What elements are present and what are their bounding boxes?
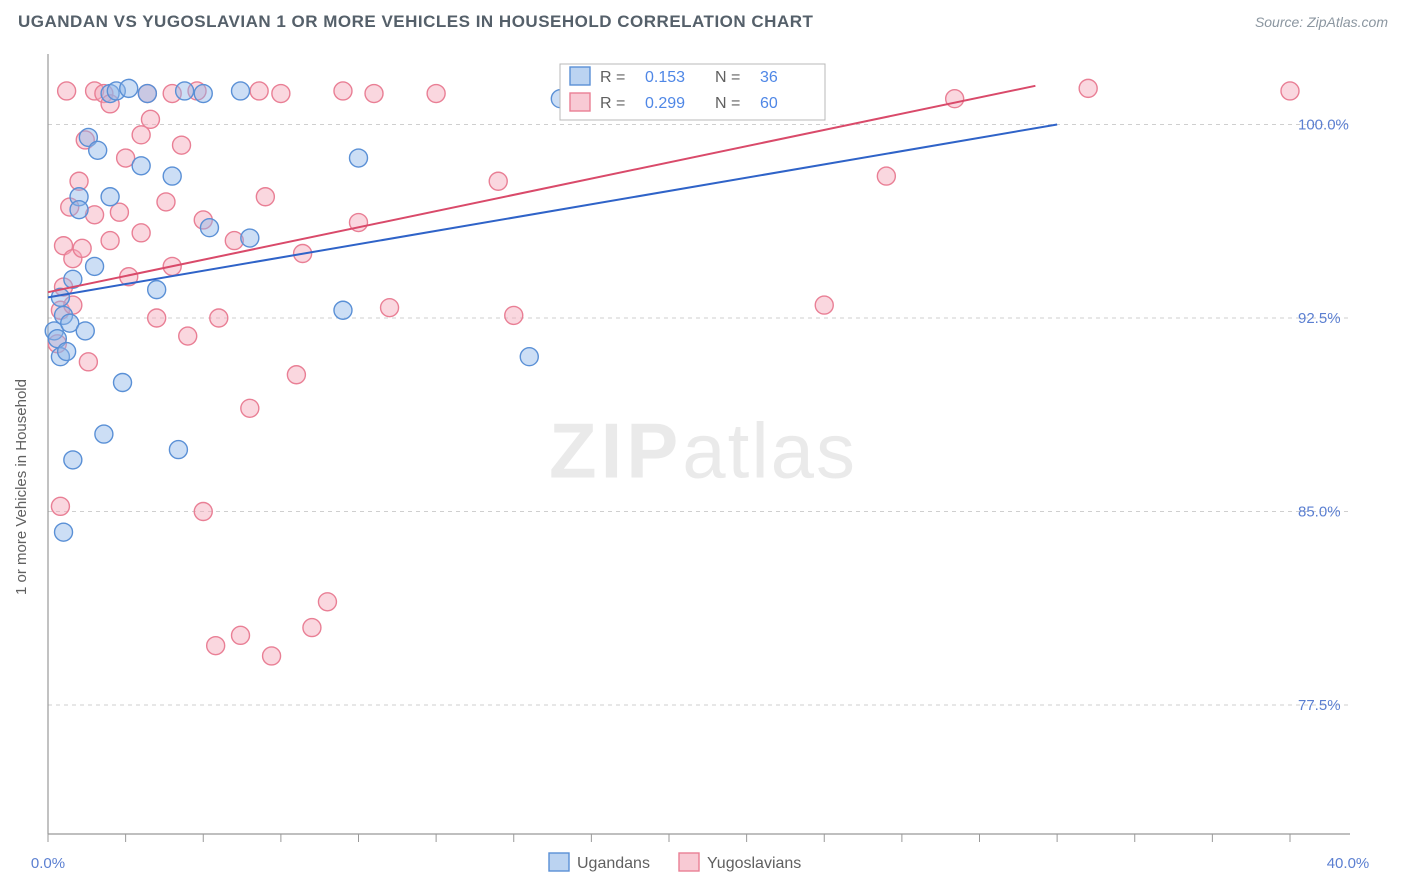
scatter-point: [1079, 79, 1097, 97]
scatter-point: [179, 327, 197, 345]
chart-title: UGANDAN VS YUGOSLAVIAN 1 OR MORE VEHICLE…: [18, 12, 813, 32]
scatter-point: [334, 301, 352, 319]
scatter-point: [79, 353, 97, 371]
scatter-point: [241, 399, 259, 417]
scatter-point: [194, 503, 212, 521]
y-axis-title: 1 or more Vehicles in Household: [13, 379, 30, 595]
scatter-point: [318, 593, 336, 611]
scatter-point: [194, 85, 212, 103]
scatter-point: [232, 82, 250, 100]
plot-container: 77.5% 85.0% 92.5% 100.0% 0.0% 40.0% 1 or more …: [0, 44, 1406, 892]
scatter-point: [86, 257, 104, 275]
y-tick-label: 92.5%: [1298, 310, 1341, 327]
scatter-point: [73, 239, 91, 257]
legend-text: N =: [715, 69, 740, 86]
scatter-point: [157, 193, 175, 211]
scatter-point: [132, 224, 150, 242]
scatter-point: [520, 348, 538, 366]
scatter-point: [1281, 82, 1299, 100]
scatter-point: [207, 637, 225, 655]
scatter-point: [256, 188, 274, 206]
scatter-point: [163, 167, 181, 185]
scatter-plot: 77.5% 85.0% 92.5% 100.0% 0.0% 40.0% 1 or more …: [0, 44, 1406, 892]
scatter-point: [138, 85, 156, 103]
scatter-point: [70, 201, 88, 219]
scatter-point: [200, 219, 218, 237]
scatter-point: [350, 149, 368, 167]
scatter-point: [101, 232, 119, 250]
legend-text: R =: [600, 95, 625, 112]
chart-source: Source: ZipAtlas.com: [1255, 14, 1388, 30]
scatter-point: [232, 626, 250, 644]
legend-text: R =: [600, 69, 625, 86]
trend-line: [48, 125, 1057, 298]
scatter-point: [173, 136, 191, 154]
chart-header: UGANDAN VS YUGOSLAVIAN 1 OR MORE VEHICLE…: [0, 0, 1406, 44]
scatter-point: [89, 141, 107, 159]
scatter-point: [381, 299, 399, 317]
y-tick-label: 85.0%: [1298, 504, 1341, 521]
scatter-point: [815, 296, 833, 314]
bottom-legend-label: Ugandans: [577, 855, 650, 872]
scatter-point: [58, 343, 76, 361]
legend-text: N =: [715, 95, 740, 112]
x-tick-label: 40.0%: [1327, 855, 1370, 872]
trend-line: [48, 86, 1035, 292]
x-tick-label: 0.0%: [31, 855, 65, 872]
legend-text: 36: [760, 69, 778, 86]
scatter-point: [272, 85, 290, 103]
legend-text: 0.299: [645, 95, 685, 112]
scatter-point: [114, 374, 132, 392]
y-tick-label: 100.0%: [1298, 117, 1349, 134]
scatter-point: [51, 497, 69, 515]
scatter-point: [64, 451, 82, 469]
bottom-legend-swatch: [549, 853, 569, 871]
legend-text: 60: [760, 95, 778, 112]
legend-text: 0.153: [645, 69, 685, 86]
bottom-legend-swatch: [679, 853, 699, 871]
scatter-point: [287, 366, 305, 384]
scatter-point: [55, 523, 73, 541]
scatter-point: [132, 157, 150, 175]
scatter-point: [101, 188, 119, 206]
bottom-legend-label: Yugoslavians: [707, 855, 801, 872]
scatter-point: [489, 172, 507, 190]
scatter-point: [250, 82, 268, 100]
y-tick-label: 77.5%: [1298, 697, 1341, 714]
scatter-point: [263, 647, 281, 665]
scatter-point: [141, 110, 159, 128]
scatter-point: [176, 82, 194, 100]
scatter-point: [120, 79, 138, 97]
scatter-point: [148, 309, 166, 327]
scatter-point: [148, 281, 166, 299]
scatter-point: [505, 306, 523, 324]
scatter-point: [303, 619, 321, 637]
scatter-point: [877, 167, 895, 185]
scatter-point: [76, 322, 94, 340]
legend-swatch: [570, 67, 590, 85]
scatter-point: [334, 82, 352, 100]
scatter-point: [210, 309, 228, 327]
scatter-point: [241, 229, 259, 247]
scatter-point: [95, 425, 113, 443]
scatter-point: [427, 85, 445, 103]
scatter-point: [58, 82, 76, 100]
legend-swatch: [570, 93, 590, 111]
scatter-point: [365, 85, 383, 103]
scatter-point: [169, 441, 187, 459]
